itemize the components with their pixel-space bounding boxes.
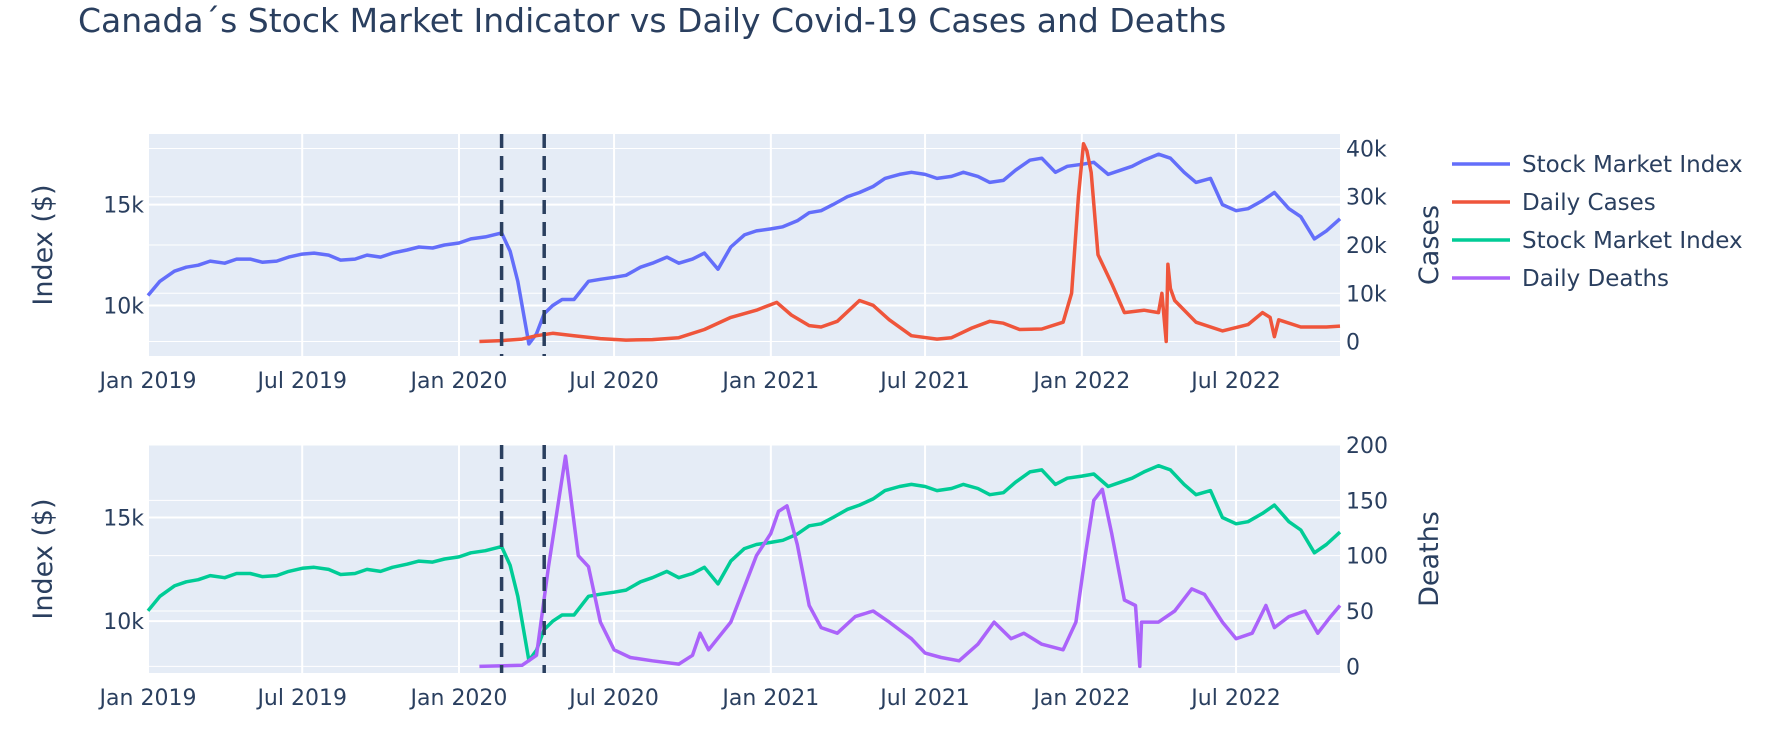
x-tick-label: Jul 2021 [878,686,970,711]
x-tick-label: Jan 2019 [98,369,197,394]
x-tick-label: Jan 2019 [98,686,197,711]
y-right-tick-label: 10k [1346,282,1387,307]
x-tick-label: Jan 2022 [1031,369,1130,394]
legend-item[interactable]: Stock Market Index [1452,228,1743,254]
y-left-axis-title: Index ($) [28,498,59,619]
y-left-tick-label: 15k [103,507,144,532]
legend-item[interactable]: Stock Market Index [1452,152,1743,178]
x-tick-label: Jan 2021 [720,369,819,394]
y-right-tick-label: 0 [1346,331,1360,356]
y-left-tick-label: 10k [103,295,144,320]
y-right-tick-label: 20k [1346,234,1387,259]
y-left-tick-label: 10k [103,610,144,635]
subplot-2: Jan 2019 Jul 2019 Jan 2020 Jul 2020 Jan 2021… [28,434,1445,711]
series-line-stock-market-index [146,463,1342,663]
legend-item[interactable]: Daily Deaths [1452,266,1669,292]
y-left-tick-label: 15k [103,194,144,219]
chart-panels: Jan 2019 Jul 2019 Jan 2020 Jul 2020 Jan 2021… [28,134,1445,711]
subplot-1: Jan 2019 Jul 2019 Jan 2020 Jul 2020 Jan 2021… [28,134,1445,394]
y-right-tick-label: 0 [1346,655,1360,680]
plot-background [148,445,1340,673]
x-tick-label: Jan 2020 [409,686,508,711]
y-right-tick-label: 30k [1346,186,1387,211]
x-tick-label: Jan 2021 [720,686,819,711]
series-line-daily-cases [479,141,1341,344]
x-tick-label: Jan 2020 [409,369,508,394]
x-tick-label: Jul 2020 [567,686,659,711]
y-left-axis-title: Index ($) [28,184,59,305]
legend-label: Stock Market Index [1522,228,1743,254]
y-right-tick-label: 100 [1346,545,1388,570]
y-right-axis-title: Deaths [1414,511,1445,607]
series-line-daily-deaths [479,454,1342,669]
y-right-tick-label: 40k [1346,137,1387,162]
chart-title: Canada´s Stock Market Indicator vs Daily… [78,1,1226,40]
x-tick-label: Jul 2019 [255,686,347,711]
legend-label: Daily Cases [1522,190,1656,216]
y-right-tick-label: 150 [1346,489,1388,514]
y-right-axis-title: Cases [1414,205,1445,285]
legend-label: Stock Market Index [1522,152,1743,178]
x-tick-label: Jan 2022 [1031,686,1130,711]
x-tick-label: Jul 2021 [878,369,970,394]
legend-label: Daily Deaths [1522,266,1669,292]
series-line-stock-market-index [146,152,1342,346]
chart-legend[interactable]: Stock Market Index Daily Cases Stock Marke… [1452,152,1743,292]
y-right-tick-label: 200 [1346,434,1388,459]
legend-item[interactable]: Daily Cases [1452,190,1656,216]
x-tick-label: Jul 2022 [1189,686,1281,711]
x-tick-label: Jul 2022 [1189,369,1281,394]
x-tick-label: Jul 2019 [255,369,347,394]
x-tick-label: Jul 2020 [567,369,659,394]
y-right-tick-label: 50 [1346,600,1374,625]
